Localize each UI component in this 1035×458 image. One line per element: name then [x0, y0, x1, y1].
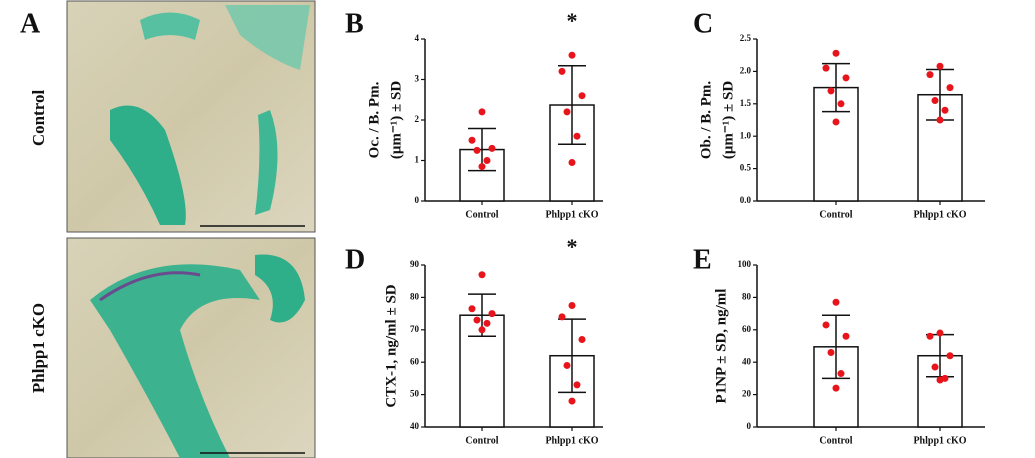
y-axis-label: (μm⁻¹) ± SD: [720, 81, 736, 159]
y-tick-label: 80: [410, 291, 420, 301]
significance-marker: *: [567, 8, 578, 33]
x-tick-label: Control: [465, 435, 498, 446]
y-tick-label: 0.0: [740, 195, 752, 205]
data-point: [822, 64, 830, 72]
data-point: [941, 106, 949, 114]
data-point: [926, 71, 934, 79]
data-point: [832, 384, 840, 392]
y-tick-label: 4: [415, 33, 420, 43]
data-point: [842, 332, 850, 340]
x-tick-label: Phlpp1 cKO: [545, 209, 598, 220]
y-tick-label: 40: [742, 356, 752, 366]
data-point: [931, 97, 939, 105]
data-point: [573, 132, 581, 140]
panel-label: E: [693, 244, 712, 275]
data-point: [558, 67, 566, 75]
data-point: [936, 376, 944, 384]
data-point: [473, 316, 481, 324]
y-tick-label: 60: [742, 324, 752, 334]
data-point: [478, 326, 486, 334]
data-point: [827, 87, 835, 95]
significance-marker: *: [567, 234, 578, 259]
micrograph-cko: [66, 237, 316, 458]
y-axis-label: CTX-1, ng/ml ± SD: [383, 284, 399, 407]
data-point: [827, 348, 835, 356]
data-point: [483, 319, 491, 327]
y-tick-label: 0: [747, 421, 752, 431]
y-tick-label: 2: [415, 114, 420, 124]
micrograph-control: [66, 0, 316, 233]
data-point: [568, 397, 576, 405]
y-tick-label: 40: [410, 421, 420, 431]
data-point: [488, 310, 496, 318]
y-axis-label: Oc. / B. Pm.: [366, 81, 382, 158]
x-tick-label: Control: [465, 209, 498, 220]
panel-label: C: [693, 8, 713, 39]
data-point: [936, 116, 944, 124]
data-point: [578, 92, 586, 100]
x-tick-label: Phlpp1 cKO: [545, 435, 598, 446]
data-point: [563, 108, 571, 116]
panel-label: A: [20, 8, 41, 39]
data-point: [936, 329, 944, 337]
data-point: [568, 302, 576, 309]
data-point: [573, 381, 581, 389]
y-tick-label: 1.0: [740, 130, 752, 140]
data-point: [832, 118, 840, 126]
y-tick-label: 2.5: [740, 33, 752, 43]
data-point: [563, 361, 571, 369]
x-tick-label: Phlpp1 cKO: [913, 435, 966, 446]
error-bar: [822, 62, 850, 113]
data-point: [832, 49, 840, 57]
x-tick-label: Control: [819, 209, 852, 220]
data-point: [946, 352, 954, 360]
row-label: Control: [29, 90, 48, 147]
y-axis-label: Ob. / B. Pm.: [698, 81, 714, 160]
data-point: [822, 321, 830, 329]
y-tick-label: 20: [742, 389, 752, 399]
data-point: [568, 159, 576, 167]
data-point: [478, 271, 486, 279]
data-point: [926, 332, 934, 340]
data-point: [931, 363, 939, 371]
data-point: [936, 62, 944, 70]
data-point: [468, 136, 476, 144]
x-tick-label: Control: [819, 435, 852, 446]
data-point: [842, 74, 850, 82]
y-tick-label: 1: [415, 155, 420, 165]
x-tick-label: Phlpp1 cKO: [913, 209, 966, 220]
y-axis-label: (μm⁻¹) ± SD: [388, 81, 404, 159]
y-tick-label: 100: [738, 259, 752, 269]
error-bar: [558, 64, 586, 146]
y-tick-label: 70: [410, 324, 420, 334]
y-tick-label: 50: [410, 389, 420, 399]
y-tick-label: 2.0: [740, 65, 752, 75]
panel-label: D: [345, 244, 365, 275]
data-point: [483, 157, 491, 164]
row-label: Phlpp1 cKO: [29, 303, 48, 393]
y-tick-label: 1.5: [740, 98, 752, 108]
panel-label: B: [345, 8, 364, 39]
y-tick-label: 0: [415, 195, 420, 205]
data-point: [578, 336, 586, 344]
data-point: [946, 84, 954, 92]
y-tick-label: 60: [410, 356, 420, 366]
y-tick-label: 80: [742, 291, 752, 301]
data-point: [488, 144, 496, 152]
y-tick-label: 0.5: [740, 163, 752, 173]
data-point: [832, 298, 840, 306]
data-point: [568, 51, 576, 59]
error-bar: [822, 314, 850, 380]
data-point: [478, 108, 486, 116]
data-point: [837, 100, 845, 108]
data-point: [468, 305, 476, 313]
data-point: [478, 163, 486, 171]
y-axis-label: P1NP ± SD, ng/ml: [713, 289, 729, 404]
data-point: [558, 313, 566, 321]
data-point: [473, 146, 481, 154]
y-tick-label: 3: [415, 74, 420, 84]
data-point: [837, 370, 845, 378]
y-tick-label: 90: [410, 259, 420, 269]
